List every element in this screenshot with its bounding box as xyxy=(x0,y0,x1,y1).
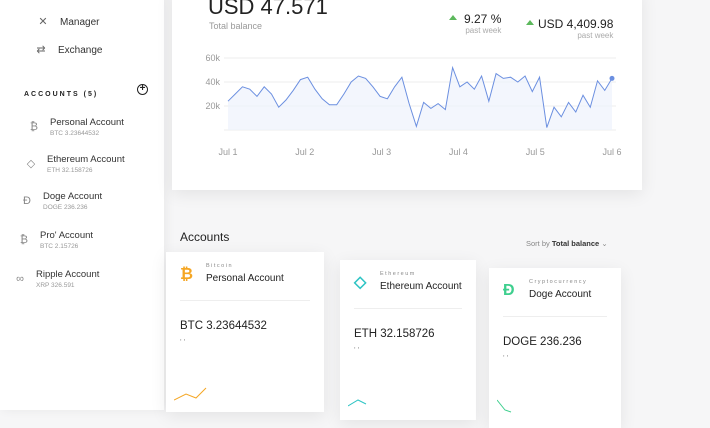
sidebar-account[interactable]: ∞ Ripple Account XRP 326.591 xyxy=(14,269,99,289)
bitcoin-icon: ₿ xyxy=(29,121,39,134)
y-tick-label: 60k xyxy=(205,53,220,63)
divider xyxy=(180,300,310,301)
overview-card: 20k 40k 60k Jul 1 Jul 2 Jul 3 Jul 4 Jul 5 Jul 6 … xyxy=(172,0,642,190)
chart-line xyxy=(227,65,613,129)
change-percent: 9.27 % past week xyxy=(464,12,502,35)
total-balance-label: Total balance xyxy=(209,21,263,31)
x-tick-label: Jul 3 xyxy=(372,147,391,157)
doge-icon: Ð xyxy=(23,195,31,208)
total-balance: USD 47.571 xyxy=(208,0,328,19)
account-card[interactable]: ◇ Ethereum Ethereum Account ETH 32.158726… xyxy=(340,260,476,420)
x-tick-label: Jul 4 xyxy=(449,147,468,157)
sidebar-account[interactable]: ◇ Ethereum Account ETH 32.158726 xyxy=(26,154,125,174)
sparkline xyxy=(348,399,367,407)
up-arrow-icon xyxy=(449,15,457,20)
bitcoin-icon: ₿ xyxy=(19,234,29,247)
x-tick-label: Jul 2 xyxy=(295,147,314,157)
exchange-icon: ⇄ xyxy=(36,44,46,56)
sparkline-line xyxy=(348,399,367,407)
sparkline xyxy=(497,399,512,413)
sort-dropdown[interactable]: Sort by Total balance ⌄ xyxy=(526,239,608,248)
balance-chart: 20k 40k 60k Jul 1 Jul 2 Jul 3 Jul 4 Jul 5 Jul 6 xyxy=(205,53,621,157)
nav-exchange[interactable]: ⇄ Exchange xyxy=(34,44,102,57)
accounts-title: Accounts xyxy=(180,230,230,244)
sidebar-account[interactable]: ₿ Personal Account BTC 3.23644532 xyxy=(29,117,124,137)
chevron-down-icon: ⌄ xyxy=(601,239,608,248)
tools-icon: ✕ xyxy=(38,16,48,28)
bitcoin-icon: ₿ xyxy=(180,266,194,283)
change-usd: USD 4,409.98 past week xyxy=(538,17,614,40)
sparkline xyxy=(174,387,207,401)
divider xyxy=(503,316,607,317)
ripple-icon: ∞ xyxy=(16,273,24,286)
ethereum-icon: ◇ xyxy=(26,158,36,171)
chart-area xyxy=(228,67,612,130)
chart-last-point xyxy=(609,75,615,81)
sparkline-line xyxy=(174,387,207,401)
ethereum-icon: ◇ xyxy=(354,274,367,291)
sidebar-account[interactable]: ₿ Pro' Account BTC 2.15726 xyxy=(19,230,94,250)
y-tick-label: 40k xyxy=(205,77,220,87)
sparkline-line xyxy=(497,399,512,413)
x-tick-label: Jul 5 xyxy=(526,147,545,157)
x-tick-label: Jul 1 xyxy=(218,147,237,157)
up-arrow-icon xyxy=(526,20,534,25)
x-tick-label: Jul 6 xyxy=(602,147,621,157)
account-card[interactable]: ₿ Bitcoin Personal Account BTC 3.23644532… xyxy=(166,252,324,412)
account-card[interactable]: Ð Cryptocurrency Doge Account DOGE 236.23… xyxy=(489,268,621,428)
divider xyxy=(354,308,462,309)
accounts-heading: ACCOUNTS (5) xyxy=(24,91,99,98)
plus-circle-icon[interactable]: + xyxy=(137,84,148,95)
y-tick-label: 20k xyxy=(205,101,220,111)
sidebar: ✕ Manager ⇄ Exchange ACCOUNTS (5) + ₿ Perso… xyxy=(0,0,164,410)
sidebar-account[interactable]: Ð Doge Account DOGE 236.236 xyxy=(21,191,102,211)
doge-icon: Ð xyxy=(503,282,515,299)
nav-manager[interactable]: ✕ Manager xyxy=(36,16,99,29)
